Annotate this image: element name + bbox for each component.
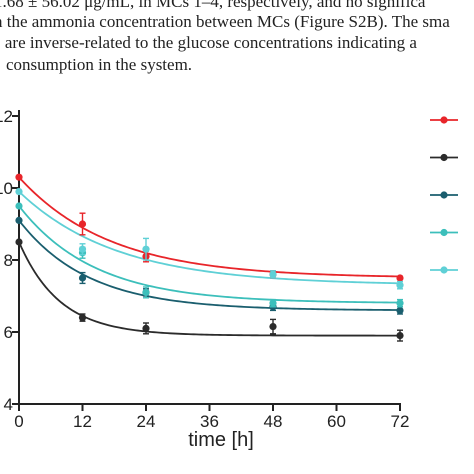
x-tick-label: 48 bbox=[264, 412, 283, 431]
series-curve bbox=[18, 190, 401, 285]
data-point bbox=[78, 274, 87, 282]
data-point bbox=[15, 202, 23, 210]
chart-axes: 0 12 24 36 48 60 72 4 6 8 10 12 bbox=[0, 107, 409, 431]
chart-legend bbox=[430, 116, 458, 274]
x-tick-label: 60 bbox=[327, 412, 346, 431]
series-curve bbox=[18, 241, 400, 337]
paragraph-line: consumption in the system. bbox=[6, 55, 193, 74]
x-tick-label: 24 bbox=[137, 412, 156, 431]
x-axis-label: time [h] bbox=[188, 429, 254, 451]
paragraph-line: s are inverse-related to the glucose con… bbox=[0, 33, 417, 52]
y-tick-label: 4 bbox=[4, 395, 13, 414]
x-tick-label: 12 bbox=[73, 412, 92, 431]
data-point bbox=[142, 288, 150, 296]
series-curves bbox=[18, 176, 401, 337]
paragraph-line: n the ammonia concentration between MCs … bbox=[0, 12, 450, 31]
legend-marker bbox=[440, 116, 448, 124]
legend-marker bbox=[440, 153, 448, 162]
y-tick-label: 10 bbox=[0, 179, 13, 198]
data-point bbox=[396, 299, 404, 307]
legend-marker bbox=[440, 191, 448, 199]
data-point bbox=[78, 220, 87, 228]
data-point bbox=[269, 323, 277, 331]
x-tick-label: 0 bbox=[14, 412, 23, 431]
data-point bbox=[269, 270, 277, 278]
legend-marker bbox=[440, 228, 448, 237]
data-point bbox=[142, 324, 150, 332]
data-point bbox=[15, 238, 23, 246]
paragraph-line: 1.68 ± 56.02 μg/mL, in MCs 1–4, respecti… bbox=[0, 0, 426, 11]
data-point bbox=[15, 173, 23, 181]
data-point bbox=[396, 332, 404, 340]
x-tick-label: 36 bbox=[200, 412, 219, 431]
legend-marker bbox=[440, 266, 448, 274]
y-tick-label: 8 bbox=[4, 251, 13, 270]
data-point bbox=[396, 281, 404, 289]
body-text-paragraph: 1.68 ± 56.02 μg/mL, in MCs 1–4, respecti… bbox=[0, 0, 474, 80]
data-point bbox=[396, 274, 404, 282]
y-tick-label: 6 bbox=[4, 323, 13, 342]
data-point bbox=[142, 245, 150, 253]
x-tick-label: 72 bbox=[391, 412, 410, 431]
series-curve bbox=[18, 176, 401, 278]
data-point bbox=[396, 306, 404, 314]
data-point bbox=[269, 299, 277, 307]
data-point bbox=[15, 216, 23, 224]
data-point bbox=[78, 245, 87, 253]
data-point bbox=[78, 314, 87, 322]
series-points bbox=[15, 173, 404, 342]
data-point bbox=[15, 188, 23, 196]
y-tick-label: 12 bbox=[0, 107, 13, 126]
series-curve bbox=[18, 205, 401, 304]
